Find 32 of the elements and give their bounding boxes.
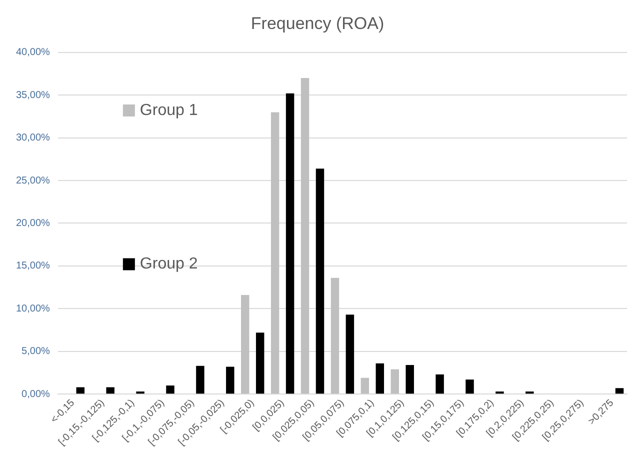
y-tick-label: 25,00% bbox=[16, 175, 50, 186]
y-tick-label: 5,00% bbox=[22, 346, 50, 358]
bar bbox=[390, 369, 399, 394]
bar bbox=[466, 380, 474, 394]
bar bbox=[286, 93, 294, 394]
bar bbox=[330, 278, 340, 394]
bar bbox=[360, 378, 370, 394]
bar bbox=[226, 366, 234, 394]
y-tick-label: 15,00% bbox=[16, 260, 50, 272]
y-tick-label: 0,00% bbox=[22, 388, 50, 400]
y-tick-label: 35,00% bbox=[16, 90, 50, 101]
bar bbox=[240, 294, 250, 394]
legend-label: Group 1 bbox=[140, 102, 198, 119]
bar bbox=[256, 332, 264, 394]
bar bbox=[376, 363, 384, 394]
bar bbox=[316, 168, 324, 394]
bar bbox=[76, 387, 84, 394]
bar bbox=[300, 78, 310, 394]
bar bbox=[615, 388, 624, 394]
bar bbox=[106, 387, 114, 394]
y-tick-label: 40,00% bbox=[16, 47, 50, 58]
legend-label: Group 2 bbox=[140, 256, 198, 273]
bar bbox=[346, 314, 354, 394]
bar bbox=[166, 386, 174, 394]
bar bbox=[436, 374, 444, 394]
bar bbox=[406, 365, 414, 394]
bar bbox=[196, 366, 204, 394]
y-tick-label: 30,00% bbox=[16, 132, 50, 144]
chart-title: Frequency (ROA) bbox=[250, 14, 384, 33]
bar bbox=[270, 112, 280, 394]
y-tick-label: 20,00% bbox=[16, 218, 50, 229]
y-tick-label: 10,00% bbox=[16, 303, 50, 314]
